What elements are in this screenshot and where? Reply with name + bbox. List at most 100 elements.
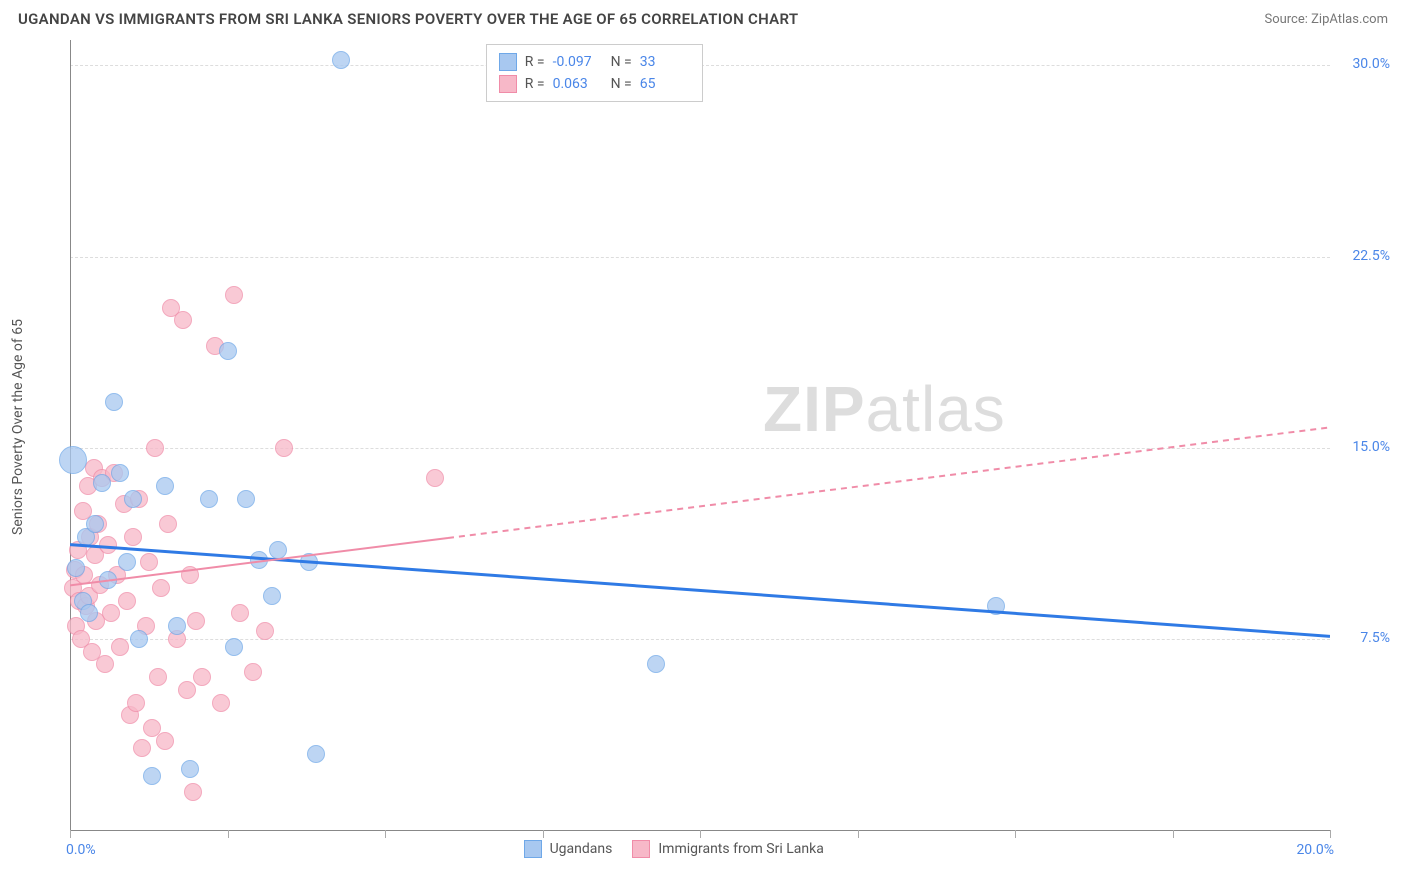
x-tick-label: 0.0% (66, 842, 96, 858)
scatter-point (219, 342, 237, 360)
x-tick (70, 830, 71, 838)
scatter-point (105, 393, 123, 411)
stats-row: R = -0.097 N = 33 (499, 51, 690, 73)
legend-swatch (499, 75, 517, 93)
legend-swatch (524, 840, 542, 858)
watermark: ZIPatlas (763, 372, 1006, 446)
legend-item: Immigrants from Sri Lanka (632, 840, 823, 858)
legend-label: Immigrants from Sri Lanka (658, 841, 823, 857)
scatter-point (168, 617, 186, 635)
stat-n-value: 33 (640, 51, 690, 73)
grid-line (70, 639, 1330, 640)
scatter-point (143, 767, 161, 785)
scatter-point (193, 668, 211, 686)
y-tick-label: 7.5% (1335, 630, 1390, 646)
trend-overlay (70, 40, 1330, 830)
scatter-point (140, 553, 158, 571)
scatter-point (80, 604, 98, 622)
scatter-point (152, 579, 170, 597)
scatter-point (133, 739, 151, 757)
scatter-point (111, 464, 129, 482)
scatter-point (231, 604, 249, 622)
scatter-point (250, 551, 268, 569)
scatter-point (96, 655, 114, 673)
legend-swatch (632, 840, 650, 858)
scatter-point (244, 663, 262, 681)
x-tick (228, 830, 229, 838)
y-axis-label: Seniors Poverty Over the Age of 65 (10, 319, 26, 535)
scatter-point (332, 51, 350, 69)
footer-legend: Ugandans Immigrants from Sri Lanka (524, 840, 824, 858)
grid-line (70, 448, 1330, 449)
plot-area: 7.5%15.0%22.5%30.0%0.0%20.0%ZIPatlasR =-… (70, 40, 1330, 830)
scatter-point (263, 587, 281, 605)
source-label: Source: ZipAtlas.com (1264, 12, 1388, 27)
stats-row: R = 0.063 N = 65 (499, 73, 690, 95)
y-tick-label: 30.0% (1335, 56, 1390, 72)
scatter-point (59, 446, 87, 474)
stat-n-value: 65 (640, 73, 690, 95)
scatter-point (174, 311, 192, 329)
scatter-point (99, 571, 117, 589)
stat-r-value: 0.063 (553, 73, 603, 95)
scatter-point (149, 668, 167, 686)
grid-line (70, 257, 1330, 258)
stat-n-label: N = (611, 51, 632, 73)
scatter-point (118, 553, 136, 571)
scatter-point (99, 536, 117, 554)
scatter-point (987, 597, 1005, 615)
x-tick (1173, 830, 1174, 838)
stat-r-value: -0.097 (553, 51, 603, 73)
scatter-point (146, 439, 164, 457)
legend-item: Ugandans (524, 840, 613, 858)
scatter-point (225, 638, 243, 656)
scatter-point (300, 553, 318, 571)
scatter-point (130, 630, 148, 648)
chart-container: Seniors Poverty Over the Age of 65 7.5%1… (18, 40, 1388, 874)
scatter-point (156, 732, 174, 750)
scatter-point (181, 760, 199, 778)
x-tick-label: 20.0% (1296, 842, 1334, 858)
scatter-point (275, 439, 293, 457)
y-axis (70, 40, 71, 830)
scatter-point (67, 559, 85, 577)
scatter-point (256, 622, 274, 640)
stat-n-label: N = (611, 73, 632, 95)
scatter-point (181, 566, 199, 584)
scatter-point (225, 286, 243, 304)
chart-title: UGANDAN VS IMMIGRANTS FROM SRI LANKA SEN… (18, 10, 798, 28)
x-tick (858, 830, 859, 838)
y-tick-label: 15.0% (1335, 439, 1390, 455)
scatter-point (200, 490, 218, 508)
scatter-point (212, 694, 230, 712)
scatter-point (124, 528, 142, 546)
scatter-point (111, 638, 129, 656)
legend-swatch (499, 53, 517, 71)
scatter-point (184, 783, 202, 801)
chart-header: UGANDAN VS IMMIGRANTS FROM SRI LANKA SEN… (0, 0, 1406, 34)
scatter-point (187, 612, 205, 630)
scatter-point (102, 604, 120, 622)
x-tick (1015, 830, 1016, 838)
x-tick (700, 830, 701, 838)
scatter-point (178, 681, 196, 699)
stats-box: R = -0.097 N = 33 R = 0.063 N = 65 (486, 44, 703, 102)
scatter-point (237, 490, 255, 508)
scatter-point (307, 745, 325, 763)
x-tick (385, 830, 386, 838)
x-tick (543, 830, 544, 838)
scatter-point (647, 655, 665, 673)
stat-r-label: R = (525, 73, 545, 95)
scatter-point (124, 490, 142, 508)
x-tick (1330, 830, 1331, 838)
scatter-point (118, 592, 136, 610)
y-tick-label: 22.5% (1335, 248, 1390, 264)
scatter-point (127, 694, 145, 712)
scatter-point (159, 515, 177, 533)
legend-label: Ugandans (550, 841, 613, 857)
scatter-point (93, 474, 111, 492)
stat-r-label: R = (525, 51, 545, 73)
scatter-point (86, 515, 104, 533)
scatter-point (156, 477, 174, 495)
scatter-point (426, 469, 444, 487)
